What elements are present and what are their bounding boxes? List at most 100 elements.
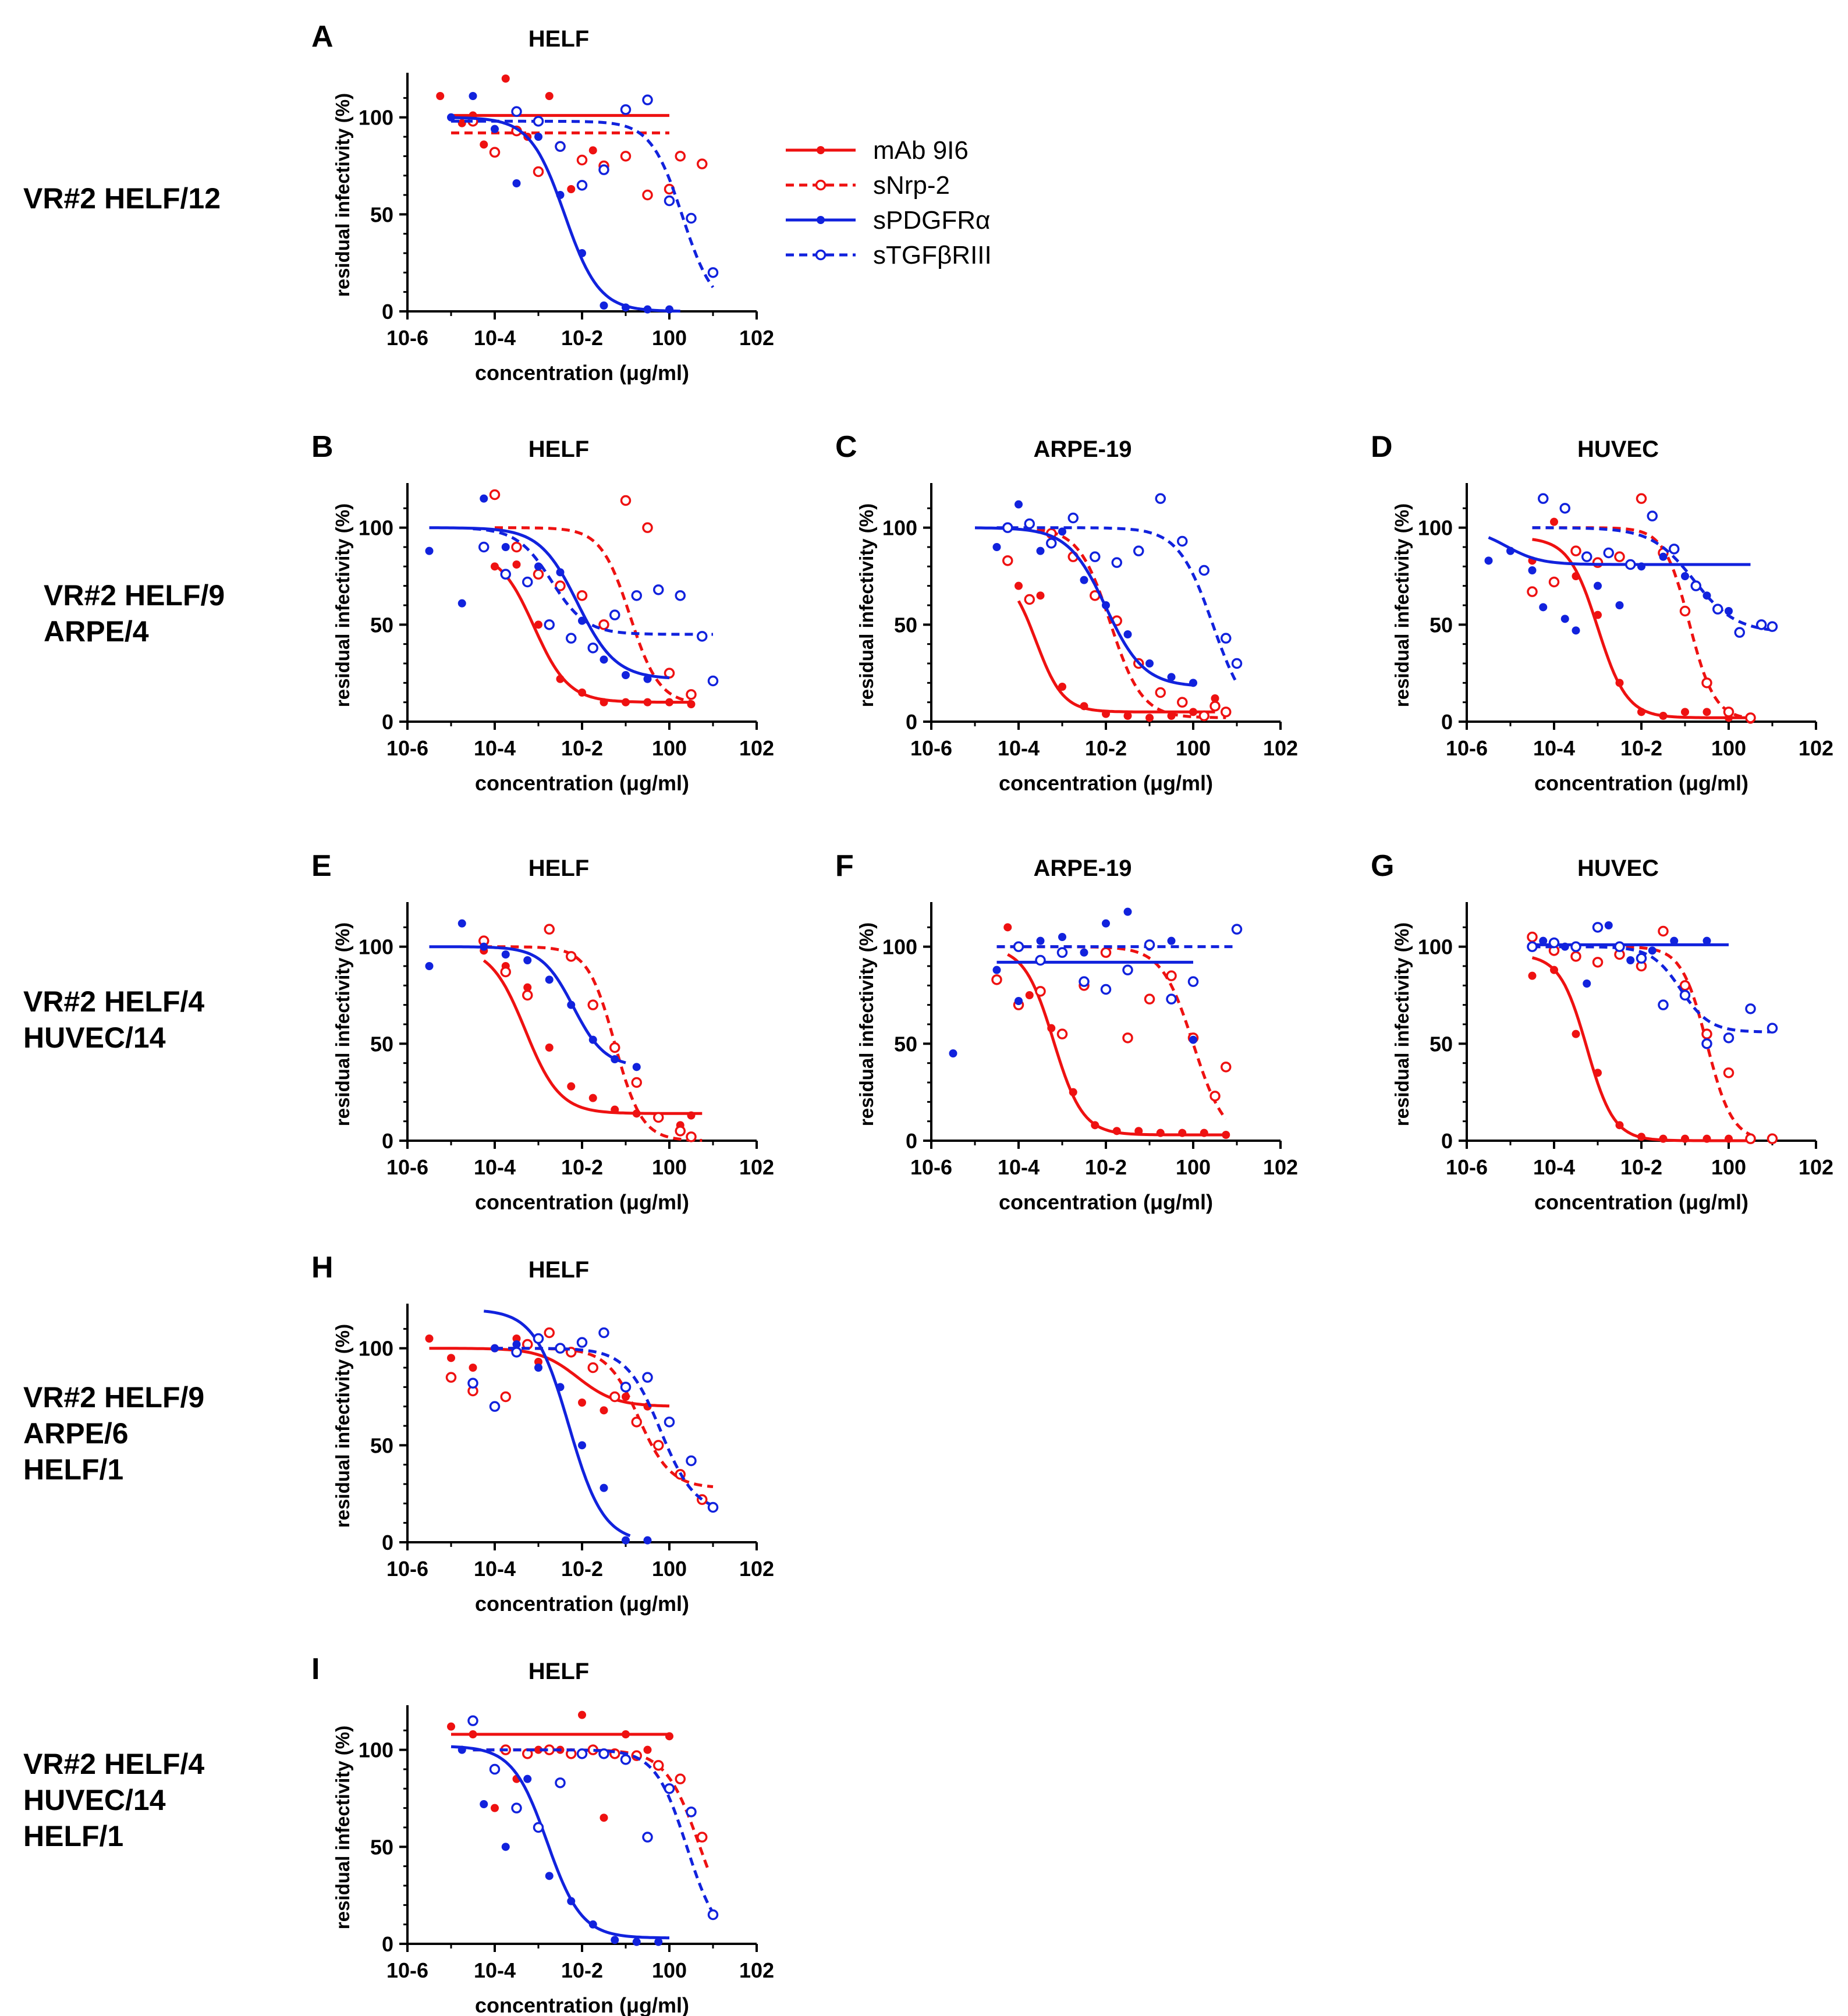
data-point bbox=[1659, 712, 1668, 720]
data-point bbox=[457, 599, 466, 608]
data-point bbox=[686, 212, 697, 224]
y-tick-label: 0 bbox=[906, 710, 917, 734]
data-point bbox=[523, 956, 532, 964]
chart-title: HUVEC bbox=[1577, 436, 1659, 462]
data-point bbox=[511, 106, 522, 117]
data-point bbox=[1756, 619, 1767, 630]
data-point bbox=[1002, 555, 1013, 566]
data-point bbox=[1123, 630, 1132, 638]
data-point bbox=[588, 1094, 597, 1102]
row-label-line: HELF/1 bbox=[23, 1820, 124, 1852]
x-tick-label: 10-4 bbox=[1533, 1155, 1575, 1179]
data-point bbox=[1701, 1038, 1712, 1049]
data-point bbox=[1221, 1062, 1232, 1073]
x-tick-label: 102 bbox=[739, 326, 774, 350]
chart-panel-F: F ARPE-19 0 50 100 10-6 10-4 10-2 100 102 concentr… bbox=[835, 849, 1298, 1214]
data-point bbox=[1539, 603, 1548, 612]
data-point bbox=[1679, 605, 1691, 617]
fit-curve bbox=[1531, 956, 1751, 1142]
data-point bbox=[1046, 538, 1057, 549]
data-point bbox=[1527, 586, 1538, 597]
row-label-1: VR#2 HELF/12 bbox=[23, 180, 221, 216]
data-point bbox=[576, 1748, 588, 1759]
x-tick-label: 10-6 bbox=[386, 326, 428, 350]
data-point bbox=[457, 119, 466, 127]
data-point bbox=[1166, 970, 1177, 981]
x-tick-label: 10-6 bbox=[386, 1958, 428, 1982]
data-point bbox=[1670, 936, 1679, 945]
data-point bbox=[1592, 922, 1604, 933]
data-point bbox=[469, 1730, 477, 1738]
data-point bbox=[686, 1455, 697, 1467]
data-point bbox=[533, 166, 544, 178]
data-point bbox=[1036, 591, 1045, 600]
y-tick-label: 100 bbox=[359, 1738, 393, 1762]
x-tick-label: 102 bbox=[739, 1958, 774, 1982]
panel-letter: C bbox=[835, 430, 857, 464]
chart-panel-E: E HELF 0 50 100 10-6 10-4 10-2 100 102 concentrati… bbox=[311, 849, 774, 1214]
data-point bbox=[1681, 572, 1689, 580]
x-axis-label: concentration (μg/ml) bbox=[999, 1190, 1213, 1214]
x-tick-label: 10-2 bbox=[561, 1557, 603, 1581]
x-axis-label: concentration (μg/ml) bbox=[1534, 1190, 1748, 1214]
x-tick-label: 100 bbox=[1711, 1155, 1746, 1179]
data-point bbox=[587, 643, 598, 654]
data-point bbox=[1080, 948, 1088, 957]
data-point bbox=[1187, 976, 1199, 987]
series-mab-9i6 bbox=[447, 1710, 673, 1822]
data-point bbox=[620, 1382, 632, 1393]
data-point bbox=[611, 1055, 619, 1063]
x-tick-label: 10-2 bbox=[1620, 736, 1662, 760]
data-point bbox=[491, 1804, 499, 1812]
data-point bbox=[588, 146, 597, 155]
data-point bbox=[631, 590, 642, 601]
data-point bbox=[447, 1354, 455, 1362]
legend-item: sTGFβRIII bbox=[786, 241, 992, 269]
data-point bbox=[1603, 547, 1614, 559]
fit-curve bbox=[1532, 526, 1773, 631]
x-tick-label: 102 bbox=[739, 736, 774, 760]
fit-curve bbox=[495, 1347, 714, 1488]
x-tick-label: 102 bbox=[1799, 736, 1833, 760]
data-point bbox=[664, 1417, 675, 1428]
data-point bbox=[512, 179, 521, 187]
x-tick-label: 10-2 bbox=[561, 326, 603, 350]
row-label-line: VR#2 HELF/9 bbox=[23, 1381, 205, 1414]
data-point bbox=[447, 113, 455, 122]
data-point bbox=[533, 1822, 544, 1833]
data-point bbox=[1035, 954, 1046, 966]
row-label-line: VR#2 HELF/4 bbox=[23, 1748, 205, 1780]
data-point bbox=[545, 1044, 554, 1052]
data-point bbox=[534, 1745, 542, 1754]
series-mab-9i6 bbox=[480, 946, 703, 1130]
series-mab-9i6 bbox=[1015, 581, 1219, 722]
data-point bbox=[1035, 986, 1046, 997]
data-point bbox=[686, 1806, 697, 1818]
data-point bbox=[1111, 557, 1122, 568]
data-point bbox=[622, 1536, 630, 1545]
data-point bbox=[1177, 697, 1188, 708]
data-point bbox=[1166, 993, 1177, 1005]
fit-curve bbox=[473, 1748, 710, 1872]
data-point bbox=[522, 576, 533, 588]
data-point bbox=[533, 569, 544, 580]
data-point bbox=[600, 301, 608, 310]
x-tick-label: 100 bbox=[652, 1155, 687, 1179]
series-snrp-2 bbox=[489, 489, 697, 703]
data-point bbox=[1625, 559, 1636, 570]
data-point bbox=[620, 151, 632, 162]
y-tick-label: 100 bbox=[882, 935, 917, 959]
data-point bbox=[1725, 607, 1733, 615]
data-point bbox=[1592, 957, 1604, 968]
data-point bbox=[697, 158, 708, 169]
chart-title: HELF bbox=[528, 1659, 589, 1684]
data-point bbox=[1637, 708, 1645, 716]
x-tick-label: 10-2 bbox=[561, 1958, 603, 1982]
data-point bbox=[555, 580, 566, 591]
fit-curve bbox=[451, 119, 715, 289]
data-point bbox=[588, 1035, 597, 1044]
chart-title: HUVEC bbox=[1577, 856, 1659, 881]
data-point bbox=[1056, 947, 1068, 958]
y-axis-label: residual infectivity (%) bbox=[856, 503, 877, 707]
